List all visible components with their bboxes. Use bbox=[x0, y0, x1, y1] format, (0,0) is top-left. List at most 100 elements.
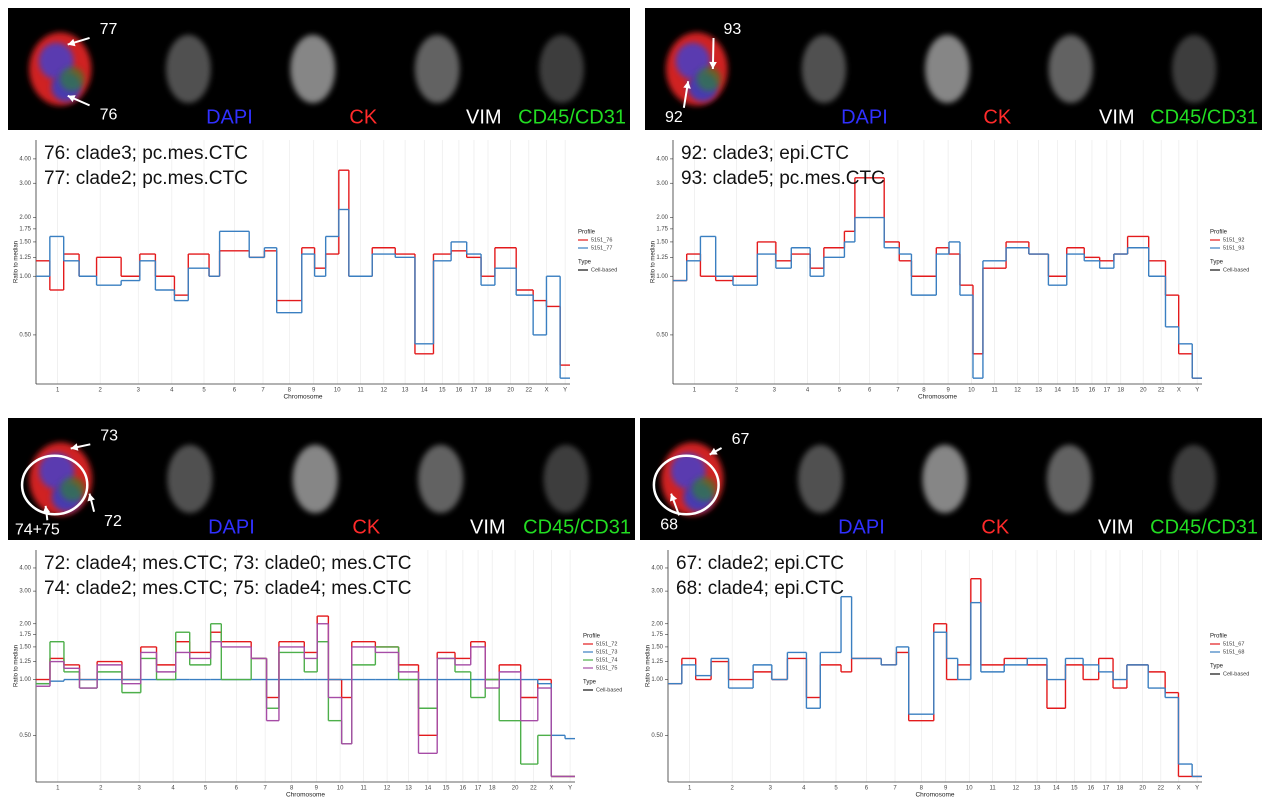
cell-signal bbox=[922, 445, 967, 513]
chart: 1234567891011121314151617182022XY0.501.0… bbox=[646, 550, 1250, 799]
x-tick-label: 20 bbox=[1140, 388, 1147, 394]
x-tick-label: 17 bbox=[1103, 786, 1110, 792]
cell-signal bbox=[415, 35, 460, 103]
x-tick-label: 11 bbox=[358, 388, 365, 394]
y-tick-label: 1.50 bbox=[19, 644, 31, 650]
channel-label: CK bbox=[352, 516, 380, 538]
x-tick-label: 17 bbox=[475, 786, 482, 792]
annotation: 68: clade4; epi.CTC bbox=[676, 578, 844, 599]
x-tick-label: 15 bbox=[1072, 388, 1079, 394]
x-tick-label: Y bbox=[563, 388, 567, 394]
cell-membrane bbox=[692, 477, 717, 501]
x-tick-label: 15 bbox=[1071, 786, 1078, 792]
y-tick-label: 1.25 bbox=[19, 255, 31, 261]
x-tick-label: 6 bbox=[868, 388, 872, 394]
y-tick-label: 2.00 bbox=[651, 621, 663, 627]
x-tick-label: 10 bbox=[968, 388, 975, 394]
y-tick-label: 3.00 bbox=[19, 181, 31, 187]
annotation: 72: clade4; mes.CTC; 73: clade0; mes.CTC bbox=[44, 553, 411, 574]
x-tick-label: 17 bbox=[471, 388, 478, 394]
x-tick-label: 6 bbox=[233, 388, 237, 394]
y-tick-label: 2.00 bbox=[19, 215, 31, 221]
y-tick-label: 4.00 bbox=[19, 566, 31, 572]
x-tick-label: 7 bbox=[896, 388, 900, 394]
y-tick-label: 1.00 bbox=[19, 274, 31, 280]
chart: 1234567891011121314151617182022XY0.501.0… bbox=[651, 140, 1250, 401]
legend-label: Cell-based bbox=[591, 267, 617, 273]
x-tick-label: 10 bbox=[334, 388, 341, 394]
cell-label: 72 bbox=[104, 513, 122, 530]
legend-label: Cell-based bbox=[1223, 671, 1249, 677]
x-tick-label: 7 bbox=[261, 388, 265, 394]
x-tick-label: 4 bbox=[171, 786, 175, 792]
annotation: 74: clade2; mes.CTC; 75: clade4; mes.CTC bbox=[44, 578, 411, 599]
x-tick-label: 7 bbox=[893, 786, 897, 792]
x-tick-label: 2 bbox=[735, 388, 739, 394]
x-tick-label: 15 bbox=[439, 388, 446, 394]
channel-label: CD45/CD31 bbox=[1150, 106, 1258, 128]
cell-label: 68 bbox=[660, 517, 678, 534]
cell-signal bbox=[925, 35, 969, 103]
y-tick-label: 4.00 bbox=[19, 156, 31, 162]
cell-signal bbox=[167, 445, 212, 513]
x-tick-label: 5 bbox=[202, 388, 206, 394]
x-tick-label: 14 bbox=[1053, 786, 1060, 792]
y-axis-label: Ratio to median bbox=[14, 241, 20, 283]
legend-title: Profile bbox=[578, 230, 596, 236]
chart: 1234567891011121314151617182022XY0.501.0… bbox=[14, 550, 623, 799]
x-tick-label: 18 bbox=[1117, 786, 1124, 792]
cell-membrane bbox=[60, 477, 85, 501]
cell-label: 73 bbox=[100, 428, 118, 445]
x-tick-label: 12 bbox=[1014, 388, 1021, 394]
legend-label: 5151_93 bbox=[1223, 245, 1244, 251]
channel-label: CD45/CD31 bbox=[518, 106, 626, 128]
channel-label: CD45/CD31 bbox=[1150, 516, 1258, 538]
x-tick-label: 11 bbox=[991, 388, 998, 394]
x-tick-label: 13 bbox=[1035, 388, 1042, 394]
x-tick-label: 18 bbox=[1117, 388, 1124, 394]
cell-signal bbox=[293, 445, 338, 513]
figure: DAPICKVIMCD45/CD317776123456789101112131… bbox=[0, 0, 1268, 805]
x-tick-label: 9 bbox=[944, 786, 948, 792]
x-tick-label: 22 bbox=[525, 388, 532, 394]
x-tick-label: 9 bbox=[312, 388, 316, 394]
x-tick-label: 16 bbox=[1088, 786, 1095, 792]
legend-title: Profile bbox=[1210, 634, 1228, 640]
y-axis-label: Ratio to median bbox=[14, 645, 20, 687]
x-tick-label: 16 bbox=[456, 388, 463, 394]
x-tick-label: 14 bbox=[1054, 388, 1061, 394]
channel-label: DAPI bbox=[841, 106, 888, 128]
x-tick-label: 13 bbox=[1034, 786, 1041, 792]
y-tick-label: 3.00 bbox=[19, 589, 31, 595]
y-tick-label: 1.00 bbox=[19, 677, 31, 683]
x-tick-label: Y bbox=[568, 786, 572, 792]
x-tick-label: 16 bbox=[1089, 388, 1096, 394]
cell-label: 92 bbox=[665, 109, 683, 126]
x-tick-label: 15 bbox=[443, 786, 450, 792]
cell-signal bbox=[290, 35, 335, 103]
x-tick-label: X bbox=[545, 388, 549, 394]
x-tick-label: 9 bbox=[315, 786, 319, 792]
cell-signal bbox=[1049, 35, 1093, 103]
x-tick-label: 20 bbox=[512, 786, 519, 792]
y-tick-label: 1.50 bbox=[656, 239, 668, 245]
y-tick-label: 1.50 bbox=[651, 644, 663, 650]
x-tick-label: 1 bbox=[688, 786, 692, 792]
x-tick-label: 12 bbox=[380, 388, 387, 394]
x-tick-label: 4 bbox=[802, 786, 806, 792]
x-tick-label: 12 bbox=[384, 786, 391, 792]
cell-signal bbox=[418, 445, 463, 513]
x-tick-label: 1 bbox=[56, 786, 60, 792]
annotation: 76: clade3; pc.mes.CTC bbox=[44, 143, 248, 164]
x-tick-label: 2 bbox=[99, 786, 103, 792]
channel-label: VIM bbox=[1099, 106, 1135, 128]
y-tick-label: 1.50 bbox=[19, 239, 31, 245]
x-tick-label: 6 bbox=[235, 786, 239, 792]
x-tick-label: 17 bbox=[1104, 388, 1111, 394]
y-axis-label: Ratio to median bbox=[651, 241, 657, 283]
x-tick-label: 20 bbox=[1139, 786, 1146, 792]
cell-label: 67 bbox=[732, 431, 750, 448]
x-tick-label: X bbox=[549, 786, 553, 792]
x-tick-label: 22 bbox=[1157, 786, 1164, 792]
y-tick-label: 1.00 bbox=[651, 677, 663, 683]
